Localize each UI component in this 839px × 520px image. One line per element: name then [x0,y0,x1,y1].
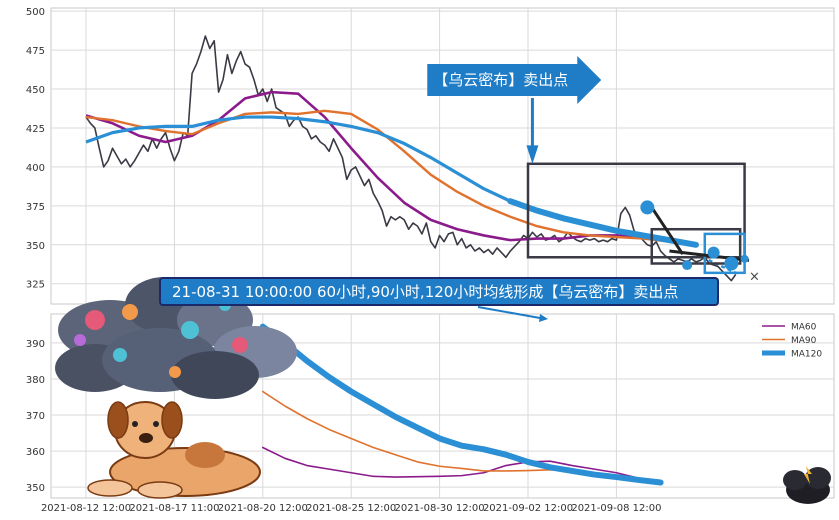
end-marker: × [749,270,760,285]
signal-box-highlight [703,232,746,275]
top-y-ticks: 325 350 375 400 425 450 475 500 [26,7,45,291]
callout-arrow-shape [427,56,602,104]
top-series [85,35,737,282]
top-y-tick-label: 450 [26,85,45,96]
x-tick-label: 2021-08-17 11:00 [129,503,219,514]
signal-marker [682,260,693,271]
bottom-series [259,323,664,486]
banner-box [159,277,719,306]
top-y-tick-label: 375 [26,202,45,213]
top-y-tick-label: 500 [26,7,45,18]
top-y-tick-label: 475 [26,46,45,57]
sell-signal-callout: 【乌云密布】卖出点 [427,56,602,164]
callout-label: 【乌云密布】卖出点 [433,71,568,89]
signal-stroke [650,206,684,255]
banner-pointer-head [539,314,548,322]
x-tick-label: 2021-09-02 12:00 [483,503,573,514]
legend-label-ma90: MA90 [791,336,817,346]
banner-label: 21-08-31 10:00:00 60小时,90小时,120小时均线形成【乌云… [172,283,678,301]
signal-banner: 21-08-31 10:00:00 60小时,90小时,120小时均线形成【乌云… [159,277,719,322]
signal-marker [640,200,655,215]
bottom-y-tick-label: 350 [26,483,45,494]
top-series-ma90 [85,109,697,248]
top-y-tick-label: 325 [26,280,45,291]
banner-pointer [477,306,541,319]
signal-box [526,162,746,259]
x-tick-label: 2021-08-12 12:00 [41,503,131,514]
signal-marker [707,246,720,259]
top-annotations: × [526,162,760,285]
x-tick-label: 2021-09-08 12:00 [571,503,661,514]
bottom-y-tick-label: 380 [26,375,45,386]
x-tick-label: 2021-08-20 12:00 [218,503,308,514]
callout-pointer-head [526,145,539,164]
legend: MA60 MA90 MA120 [762,323,822,360]
bottom-series-ma120 [259,323,664,486]
top-y-tick-label: 400 [26,163,45,174]
legend-label-ma60: MA60 [791,323,817,333]
top-y-tick-label: 425 [26,124,45,135]
bottom-y-tick-label: 360 [26,447,45,458]
signal-box-inner [650,227,742,265]
dog-icon [87,401,261,499]
bottom-y-tick-label: 390 [26,339,45,350]
bottom-y-ticks: 350 360 370 380 390 [26,339,45,494]
bottom-y-tick-label: 370 [26,411,45,422]
x-tick-label: 2021-08-30 12:00 [395,503,485,514]
storm-cloud-icon [783,466,831,504]
top-panel: 325 350 375 400 425 450 475 500 × [26,7,835,305]
top-series-ma120-emphasis [507,198,699,248]
legend-label-ma120: MA120 [791,350,822,360]
x-tick-label: 2021-08-25 12:00 [306,503,396,514]
bottom-series-ma60 [261,446,662,483]
signal-marker [740,254,749,263]
top-series-price [85,35,737,282]
signal-marker [724,256,739,271]
top-y-tick-label: 350 [26,241,45,252]
